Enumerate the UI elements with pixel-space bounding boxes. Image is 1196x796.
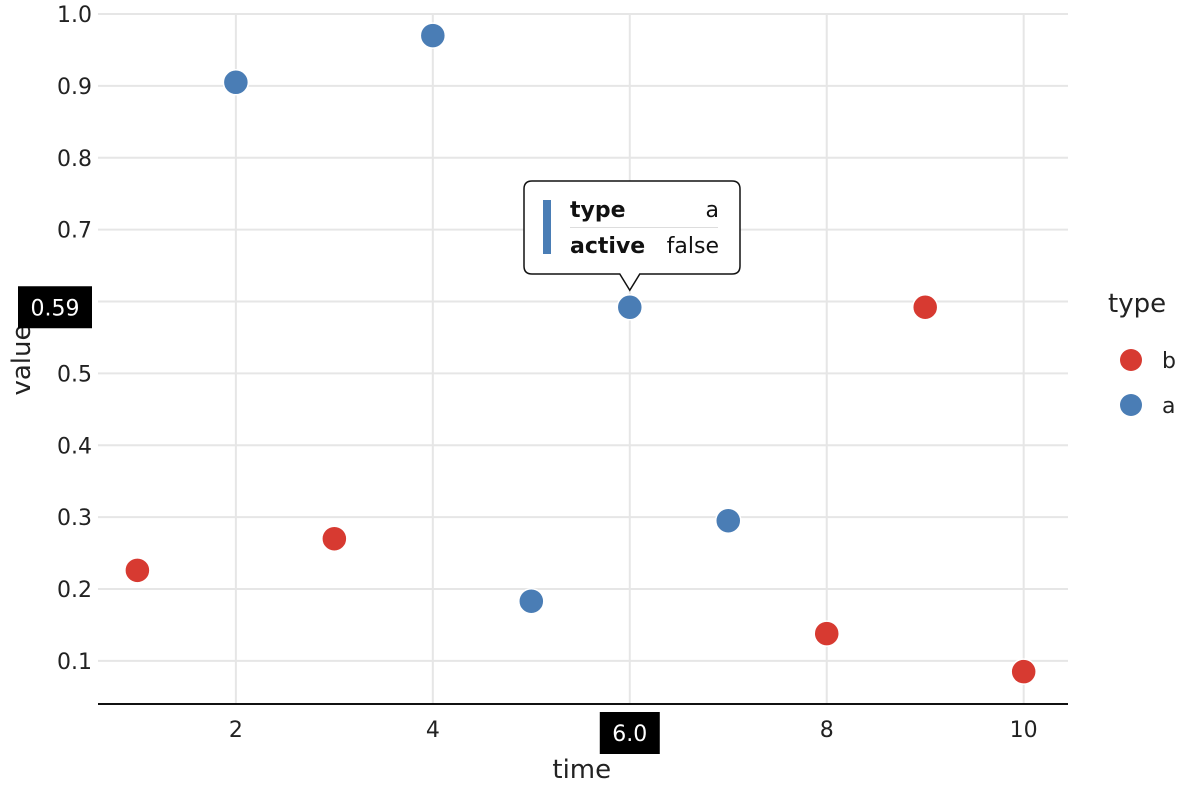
hover-overlay: 0.59 6.0 type a active false bbox=[18, 180, 741, 754]
tooltip-value-type: a bbox=[706, 198, 719, 223]
y-crosshair-label-bg bbox=[18, 286, 92, 329]
y-tick-label: 0.4 bbox=[57, 434, 92, 459]
tooltip-box bbox=[523, 180, 741, 292]
data-point-a bbox=[518, 587, 545, 615]
y-tick-label: 0.2 bbox=[57, 578, 92, 603]
x-crosshair-label: 6.0 bbox=[612, 722, 647, 747]
y-tick-label: 0.9 bbox=[57, 75, 92, 100]
legend-label-a: a bbox=[1162, 394, 1175, 419]
y-crosshair-label: 0.59 bbox=[31, 296, 80, 321]
data-point-b bbox=[813, 620, 840, 647]
legend-marker-b bbox=[1120, 349, 1142, 371]
x-tick-label: 10 bbox=[1010, 718, 1038, 743]
x-crosshair-label-bg bbox=[599, 712, 660, 754]
x-tick-label: 8 bbox=[820, 718, 834, 743]
grid-lines bbox=[98, 13, 1068, 704]
x-tick-label: 4 bbox=[426, 718, 440, 743]
x-tick-label: 2 bbox=[229, 718, 243, 743]
axes: 2468100.10.20.30.40.50.70.80.91.0timeval… bbox=[7, 3, 1068, 785]
tooltip-color-bar bbox=[543, 200, 551, 254]
data-point-b bbox=[321, 525, 348, 552]
data-point-a bbox=[616, 294, 644, 321]
y-axis-title: value bbox=[7, 324, 37, 395]
data-point-a bbox=[715, 507, 742, 534]
legend: type ba bbox=[1108, 289, 1176, 419]
data-point-b bbox=[911, 294, 939, 321]
data-point-b bbox=[1010, 658, 1037, 685]
y-tick-label: 0.7 bbox=[57, 219, 92, 244]
y-tick-label: 0.1 bbox=[57, 650, 92, 675]
x-axis-title: time bbox=[552, 755, 611, 785]
data-point-a bbox=[222, 69, 250, 96]
y-tick-label: 0.8 bbox=[57, 147, 92, 172]
tooltip-key-type: type bbox=[570, 198, 626, 223]
data-point-b bbox=[124, 557, 151, 584]
data-point-a bbox=[419, 22, 447, 49]
legend-title: type bbox=[1108, 289, 1166, 319]
legend-label-b: b bbox=[1162, 349, 1176, 374]
tooltip-value-active: false bbox=[667, 234, 719, 259]
y-tick-label: 0.5 bbox=[57, 362, 92, 387]
data-points bbox=[124, 22, 1037, 685]
tooltip-key-active: active bbox=[570, 234, 645, 259]
y-tick-label: 1.0 bbox=[57, 3, 92, 28]
legend-marker-a bbox=[1120, 394, 1142, 416]
y-tick-label: 0.3 bbox=[57, 506, 92, 531]
